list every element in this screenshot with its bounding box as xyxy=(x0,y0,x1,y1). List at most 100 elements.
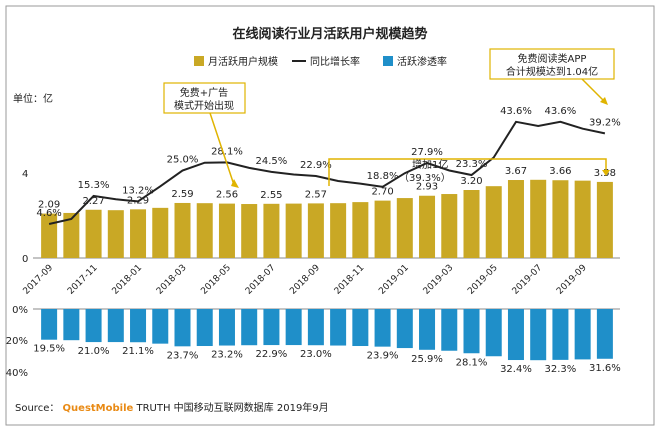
annotation-ad-mode-line1: 免费+广告 xyxy=(180,86,228,99)
yoy-value-label: 18.8% xyxy=(367,171,399,182)
unit-label: 单位：亿 xyxy=(13,92,53,105)
penetration-bar xyxy=(285,309,302,346)
mau-bar xyxy=(218,203,235,258)
yoy-line xyxy=(48,120,606,225)
penetration-bar xyxy=(330,309,347,346)
mau-bar xyxy=(107,210,124,258)
legend: 月活跃用户规模 同比增长率 活跃渗透率 xyxy=(194,55,447,68)
yoy-value-label: 27.9% xyxy=(411,147,443,158)
annotation-growth-line2: （39.3%） xyxy=(399,172,451,184)
pen-tick-40: 40% xyxy=(6,368,28,379)
annotation-free-app-box xyxy=(489,48,615,80)
source-line: Source： QuestMobile TRUTH 中国移动互联网数据库 201… xyxy=(15,401,329,414)
annotation-free-app-line2: 合计规模达到1.04亿 xyxy=(506,65,598,78)
mau-bar xyxy=(374,200,391,258)
mau-bar xyxy=(152,207,169,258)
annotation-growth-bracket xyxy=(328,158,607,186)
mau-bars xyxy=(41,179,613,258)
mau-value-label: 2.27 xyxy=(82,196,104,207)
penetration-value-label: 21.1% xyxy=(122,346,154,357)
legend-label-yoy: 同比增长率 xyxy=(310,55,360,68)
penetration-bar xyxy=(463,309,480,354)
penetration-value-label: 31.6% xyxy=(589,363,621,374)
mau-bar xyxy=(419,195,436,258)
yoy-value-label: 43.6% xyxy=(500,106,532,117)
mau-bar xyxy=(41,213,58,258)
penetration-bar xyxy=(107,309,124,343)
penetration-bar xyxy=(485,309,502,357)
yoy-value-label: 22.9% xyxy=(300,160,332,171)
x-tick-label: 2019-09 xyxy=(555,263,589,297)
mau-bar xyxy=(530,179,547,258)
mau-bar xyxy=(196,203,213,258)
penetration-bar xyxy=(352,309,369,347)
x-tick-label: 2019-07 xyxy=(511,263,545,297)
yoy-value-label: 15.3% xyxy=(78,180,110,191)
penetration-bar xyxy=(596,309,613,359)
yoy-value-label: 39.2% xyxy=(589,117,621,128)
annotation-ad-mode-box xyxy=(163,82,246,114)
annotation-ad-mode-line2: 模式开始出现 xyxy=(174,99,234,112)
mau-value-label: 2.93 xyxy=(416,182,438,193)
x-tick-label: 2018-07 xyxy=(244,263,278,297)
source-prefix: Source： xyxy=(15,403,59,414)
annotation-free-app: 免费阅读类APP 合计规模达到1.04亿 xyxy=(489,48,615,105)
penetration-bar xyxy=(374,309,391,347)
x-tick-label: 2018-03 xyxy=(155,263,189,297)
yoy-value-label: 23.3% xyxy=(456,159,488,170)
penetration-labels: 19.5% 21.0% 21.1% 23.7% 23.2% 22.9% 23.0% 23.9%… xyxy=(33,344,621,375)
x-tick-label: 2017-11 xyxy=(66,263,100,297)
mau-bar xyxy=(352,202,369,258)
pen-tick-0: 0% xyxy=(12,305,28,316)
x-tick-label: 2017-09 xyxy=(22,263,56,297)
yoy-value-label: 43.6% xyxy=(545,106,577,117)
mau-value-label: 2.09 xyxy=(38,200,60,211)
mau-bar xyxy=(463,190,480,258)
mau-value-label: 2.59 xyxy=(171,189,193,200)
y-tick-0: 0 xyxy=(22,254,28,265)
penetration-bar xyxy=(419,309,436,350)
yoy-labels: 4.6% 15.3% 13.2% 25.0% 28.1% 24.5% 22.9% 18.8% 2… xyxy=(36,106,620,219)
annotation-growth-arrowhead xyxy=(602,170,610,176)
penetration-value-label: 23.0% xyxy=(300,349,332,360)
legend-swatch-mau xyxy=(194,56,204,66)
mau-value-label: 3.20 xyxy=(460,176,482,187)
mau-bar xyxy=(441,194,458,258)
annotation-free-app-line1: 免费阅读类APP xyxy=(518,52,587,65)
legend-swatch-penetration xyxy=(383,56,393,66)
penetration-bar xyxy=(85,309,102,343)
x-tick-label: 2018-09 xyxy=(288,263,322,297)
mau-bar xyxy=(396,198,413,258)
mau-value-label: 3.66 xyxy=(549,166,571,177)
mau-bar xyxy=(574,180,591,258)
annotation-free-app-arrowhead xyxy=(600,97,608,105)
mau-bar xyxy=(63,212,80,258)
mau-bar xyxy=(330,203,347,258)
x-tick-label: 2019-05 xyxy=(466,263,500,297)
mau-value-label: 2.55 xyxy=(260,190,282,201)
annotation-ad-mode-arrowhead xyxy=(231,179,239,188)
mau-bar xyxy=(552,180,569,258)
penetration-value-label: 23.2% xyxy=(211,350,243,361)
penetration-bar xyxy=(63,309,80,341)
penetration-bar xyxy=(196,309,213,347)
penetration-bar xyxy=(174,309,191,347)
penetration-bars xyxy=(41,309,613,361)
legend-label-mau: 月活跃用户规模 xyxy=(208,55,278,68)
penetration-bar xyxy=(441,309,458,351)
mau-bar xyxy=(307,203,324,258)
penetration-bar xyxy=(552,309,569,360)
annotation-free-app-arrow xyxy=(581,78,605,102)
x-tick-label: 2018-11 xyxy=(333,263,367,297)
annotation-growth: 增加1亿 （39.3%） xyxy=(328,158,610,186)
mau-bar xyxy=(285,203,302,258)
penetration-value-label: 23.9% xyxy=(367,351,399,362)
penetration-value-label: 22.9% xyxy=(256,349,288,360)
penetration-bar xyxy=(307,309,324,346)
penetration-bar xyxy=(263,309,280,346)
pen-tick-20: 20% xyxy=(6,336,28,347)
yoy-value-label: 13.2% xyxy=(122,185,154,196)
x-tick-label: 2018-01 xyxy=(110,263,144,297)
